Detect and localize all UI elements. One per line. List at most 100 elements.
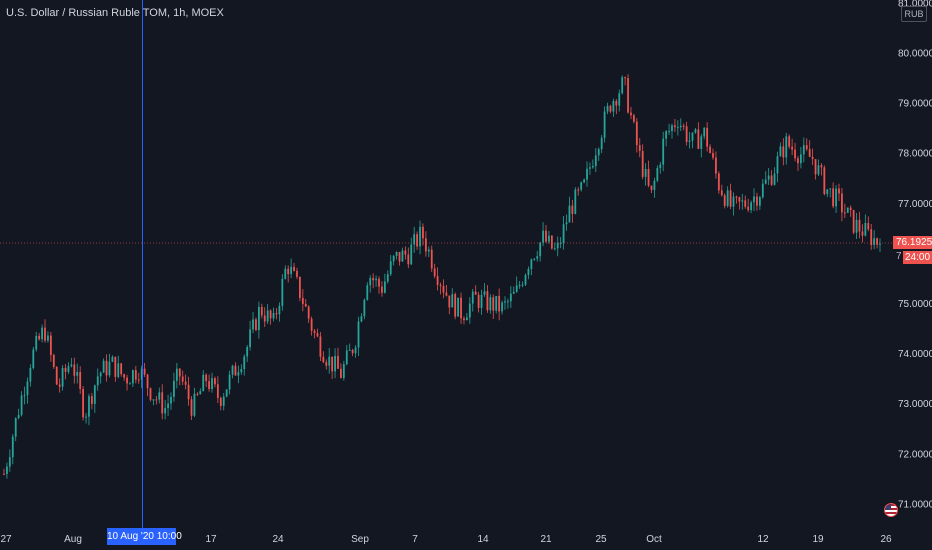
candle-body: [278, 305, 281, 315]
candle-body: [375, 278, 377, 281]
candle-body: [870, 229, 873, 245]
candle-body: [304, 303, 307, 307]
candle-body: [14, 418, 17, 437]
candle-body: [466, 317, 468, 321]
candle-body: [750, 202, 752, 211]
candle-body: [20, 395, 23, 415]
candle-body: [61, 367, 64, 387]
candle-body: [591, 166, 594, 168]
candle-body: [597, 149, 600, 156]
candle-body: [814, 159, 817, 175]
price-axis-label: 75.0000: [898, 299, 932, 310]
candle-body: [741, 200, 744, 202]
candle-body: [808, 149, 811, 157]
candle-body: [606, 105, 609, 112]
candle-body: [161, 392, 164, 414]
currency-unit-label[interactable]: RUB: [901, 6, 927, 22]
candle-body: [468, 303, 471, 318]
candle-body: [296, 270, 298, 277]
time-axis-label: Aug: [64, 534, 82, 545]
candle-body: [313, 330, 316, 334]
candle-body: [225, 389, 228, 397]
candle-body: [164, 408, 167, 414]
time-axis[interactable]: 27 Aug 17 24 Sep 7 14 21 25 Oct 12 19 26: [0, 534, 892, 545]
candle-body: [823, 167, 826, 195]
candle-body: [184, 381, 187, 385]
candle-body: [255, 319, 257, 331]
candle-body: [694, 129, 697, 133]
candle-body: [650, 185, 653, 190]
candle-body: [738, 197, 741, 202]
candle-body: [873, 238, 876, 245]
candle-body: [76, 372, 79, 376]
candle-body: [26, 381, 29, 396]
price-axis[interactable]: 81.0000 80.0000 79.0000 78.0000 77.0000 75.00…: [898, 0, 932, 510]
candle-body: [685, 126, 688, 142]
candle-body: [49, 335, 52, 355]
time-axis-label: 14: [477, 534, 489, 545]
candle-body: [594, 155, 597, 167]
candle-body: [175, 368, 178, 381]
candle-body: [562, 224, 565, 243]
candle-body: [105, 360, 108, 376]
candle-body: [530, 259, 533, 269]
candle-body: [389, 261, 392, 275]
candle-body: [222, 396, 225, 406]
candle-body: [720, 190, 723, 196]
time-axis-label: 7: [412, 534, 418, 545]
candle-body: [123, 374, 126, 378]
candle-body: [275, 313, 278, 315]
candle-body: [93, 385, 96, 404]
candle-body: [155, 399, 158, 401]
candle-body: [178, 368, 181, 377]
candle-body: [521, 284, 524, 286]
candle-body: [580, 182, 583, 190]
candle-body: [363, 299, 366, 317]
candle-body: [372, 278, 375, 281]
candle-body: [140, 368, 143, 380]
candle-body: [322, 356, 325, 363]
candle-body: [231, 365, 234, 375]
candle-body: [208, 381, 210, 390]
candle-body: [717, 173, 720, 191]
candle-body: [64, 367, 67, 372]
candle-body: [533, 258, 536, 260]
candle-body: [729, 190, 732, 207]
candle-body: [96, 376, 99, 386]
candle-body: [337, 355, 339, 369]
candle-body: [565, 222, 568, 225]
candle-body: [120, 363, 123, 375]
candle-body: [439, 284, 442, 286]
candle-body: [726, 190, 729, 206]
price-axis-label: 77.0000: [898, 199, 932, 210]
candle-body: [799, 154, 802, 164]
candle-body: [794, 149, 796, 159]
time-axis-label: 24: [272, 534, 284, 545]
candle-body: [829, 188, 832, 190]
candle-body: [360, 316, 363, 322]
candle-body: [571, 205, 574, 214]
candle-body: [700, 136, 703, 149]
candle-body: [187, 384, 190, 400]
candle-body: [756, 196, 758, 206]
candle-body: [507, 301, 509, 303]
candle-body: [211, 378, 213, 390]
us-flag-icon[interactable]: [884, 503, 898, 517]
candle-body: [419, 226, 421, 247]
candle-body: [143, 368, 146, 375]
candle-body: [158, 392, 161, 400]
candle-body: [732, 196, 735, 207]
candle-body: [257, 306, 260, 331]
candle-body: [32, 349, 35, 369]
time-axis-label: Sep: [351, 534, 369, 545]
candle-body: [662, 138, 665, 165]
candle-body: [767, 175, 770, 180]
candle-body: [797, 158, 799, 164]
candle-body: [861, 231, 864, 236]
candle-body: [413, 234, 416, 245]
candle-body: [586, 168, 588, 180]
candle-body: [820, 165, 823, 168]
candle-body: [744, 200, 747, 207]
candle-body: [284, 268, 287, 279]
